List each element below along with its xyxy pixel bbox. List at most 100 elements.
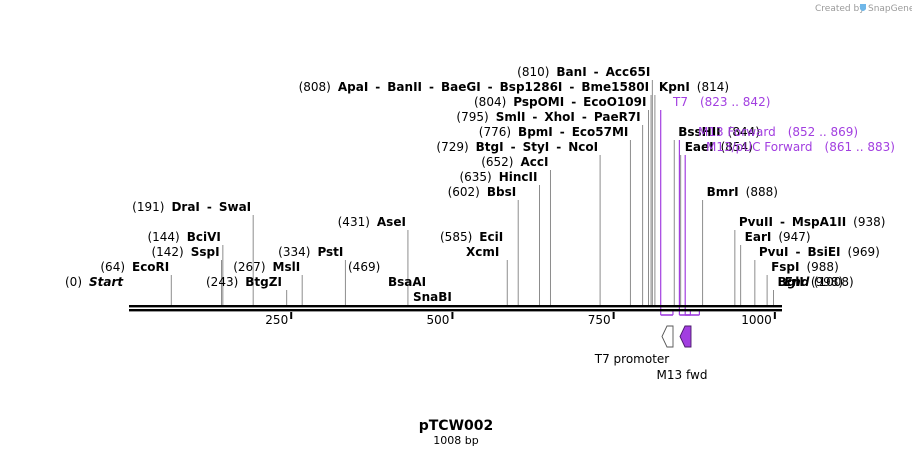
site-label: (804) PspOMI - EcoO109I <box>474 95 646 109</box>
site-position: (969) <box>848 245 880 259</box>
axis-ticks: 250 500 750 1000 <box>265 312 776 327</box>
site-enzyme: SmlI <box>496 110 526 124</box>
site-label: (469) <box>348 260 380 274</box>
site-separator: - <box>569 80 574 94</box>
primer-range: (861 .. 883) <box>825 140 895 154</box>
site-label: (585) EciI <box>440 230 503 244</box>
site-separator: - <box>488 80 493 94</box>
axis-tick-label: 250 <box>265 313 288 327</box>
site-enzyme: PvuI <box>759 245 789 259</box>
site-enzyme: BtgZI <box>245 275 282 289</box>
site-label: End (1008) <box>784 275 854 289</box>
site-enzyme: BsaAI <box>388 275 426 289</box>
primer-name: T7 <box>672 95 688 109</box>
site-label: PvuII - MspA1II (938) <box>739 215 886 229</box>
site-label: (795) SmlI - XhoI - PaeR7I <box>456 110 640 124</box>
site-label: (64) EcoRI <box>100 260 169 274</box>
site-enzyme: BsiEI <box>807 245 840 259</box>
site-position: (142) <box>151 245 183 259</box>
site-separator: - <box>429 80 434 94</box>
site-position: (431) <box>338 215 370 229</box>
site-enzyme: StyI <box>523 140 550 154</box>
site-label: FspI (988) <box>771 260 839 274</box>
site-position: (267) <box>233 260 265 274</box>
site-enzyme: HincII <box>499 170 538 184</box>
credit-text: Created by <box>815 4 865 14</box>
site-enzyme: Acc65I <box>606 65 651 79</box>
site-enzyme: BssHII <box>678 125 720 139</box>
primer: T7 (823 .. 842) <box>660 95 770 316</box>
site-separator: - <box>582 110 587 124</box>
site-position: (652) <box>481 155 513 169</box>
site-enzyme: PvuII <box>739 215 773 229</box>
site-label: (144) BciVI <box>147 230 220 244</box>
site-enzyme: BtgI <box>476 140 504 154</box>
site-position: (635) <box>459 170 491 184</box>
site-separator: - <box>571 95 576 109</box>
site-label: (810) BanI - Acc65I <box>517 65 650 79</box>
site-separator: - <box>795 245 800 259</box>
site-enzyme: MspA1II <box>792 215 846 229</box>
site-enzyme: AseI <box>377 215 406 229</box>
site-separator: - <box>560 125 565 139</box>
site-enzyme: FspI <box>771 260 799 274</box>
credit-brand: SnapGene <box>868 4 912 14</box>
site-separator: - <box>780 215 785 229</box>
backbone <box>129 305 782 312</box>
site-label: BssHII (844) <box>678 125 760 139</box>
plasmid-name: pTCW002 <box>419 418 494 434</box>
site-separator: - <box>532 110 537 124</box>
site-position: (729) <box>436 140 468 154</box>
site-enzyme: BglI <box>778 275 804 289</box>
site-position: (988) <box>806 260 838 274</box>
primer: M13 Forward (852 .. 869) <box>678 125 858 316</box>
site-enzyme: BmrI <box>707 185 739 199</box>
primer-range: (852 .. 869) <box>788 125 858 139</box>
site-enzyme: PspOMI <box>513 95 564 109</box>
site-label: (334) PstI <box>278 245 343 259</box>
snapgene-credit: Created by SnapGene <box>815 4 912 14</box>
site-position: (602) <box>448 185 480 199</box>
site-label: BmrI (888) <box>707 185 778 199</box>
site-label: XcmI <box>466 245 499 259</box>
site-separator: - <box>594 65 599 79</box>
site-enzyme: EarI <box>745 230 772 244</box>
site-position: (64) <box>100 260 125 274</box>
site-enzyme: Eco57MI <box>572 125 629 139</box>
site-position: (888) <box>746 185 778 199</box>
site-label: (0) Start <box>65 275 124 289</box>
site-enzyme: XcmI <box>466 245 499 259</box>
site-enzyme: BbsI <box>487 185 516 199</box>
site-label: (142) SspI <box>151 245 219 259</box>
site-label: (776) BpmI - Eco57MI <box>479 125 629 139</box>
site-label: (602) BbsI <box>448 185 517 199</box>
site-enzyme: EcoO109I <box>583 95 646 109</box>
site-enzyme: PstI <box>317 245 343 259</box>
site-position: (844) <box>728 125 760 139</box>
m13-fwd-arrow-icon <box>679 325 692 348</box>
site-enzyme: Bme1580I <box>581 80 649 94</box>
site-enzyme: BaeGI <box>441 80 481 94</box>
axis-tick-label: 750 <box>588 313 611 327</box>
site-label: EarI (947) <box>745 230 811 244</box>
site-label: (267) MslI <box>233 260 300 274</box>
site-enzyme: EaeI <box>685 140 714 154</box>
feature-t7-promoter: T7 promoter <box>594 325 674 366</box>
t7-promoter-arrow-icon <box>661 325 674 348</box>
site-label: PvuI - BsiEI (969) <box>759 245 880 259</box>
site-enzyme: NcoI <box>568 140 598 154</box>
site-enzyme: SwaI <box>219 200 251 214</box>
site-position: (808) <box>299 80 331 94</box>
site-position: (776) <box>479 125 511 139</box>
site-lines <box>170 80 775 305</box>
site-enzyme: Start <box>89 275 124 289</box>
site-position: (144) <box>147 230 179 244</box>
site-position: (810) <box>517 65 549 79</box>
site-enzyme: End <box>784 275 810 289</box>
site-enzyme: DraI <box>171 200 199 214</box>
site-enzyme: Bsp1286I <box>500 80 563 94</box>
site-label: EaeI (854) <box>685 140 753 154</box>
